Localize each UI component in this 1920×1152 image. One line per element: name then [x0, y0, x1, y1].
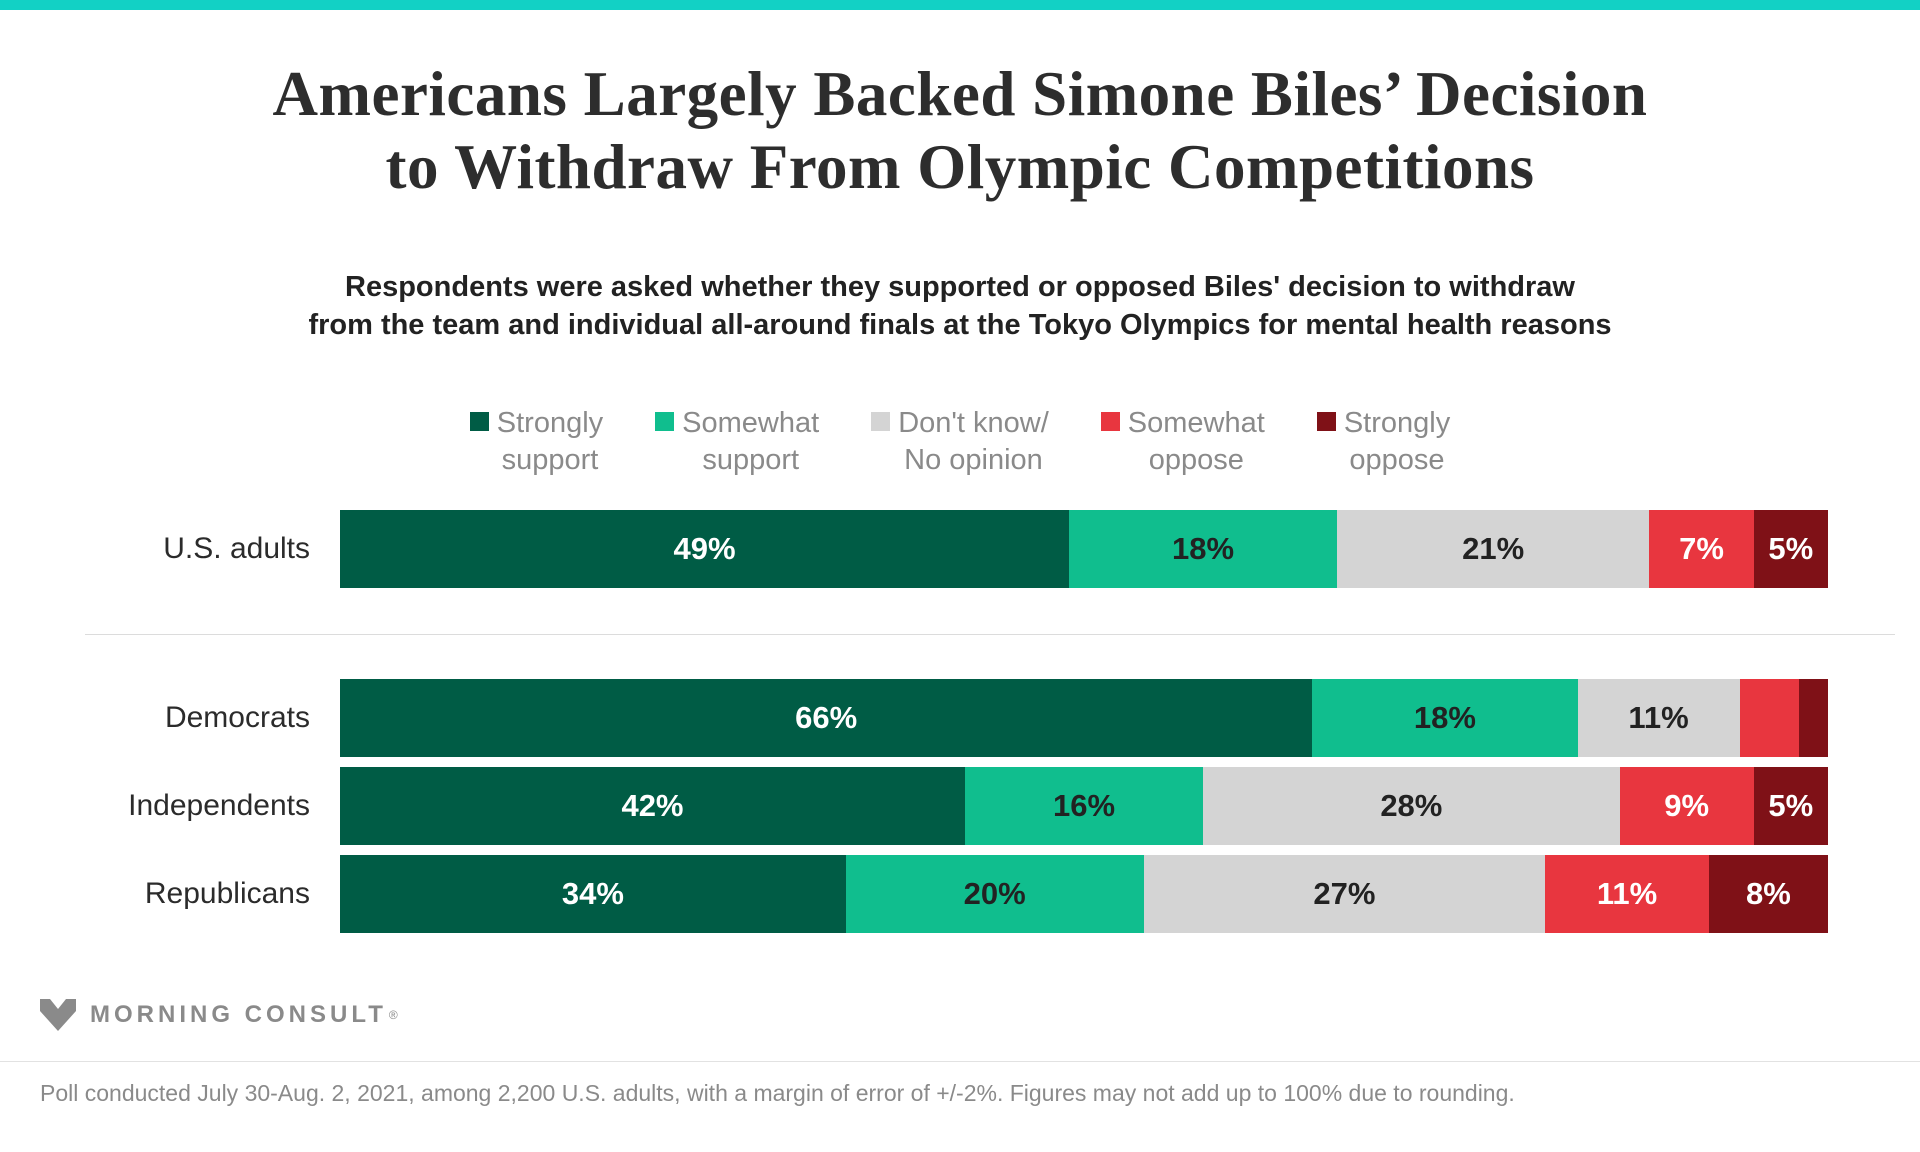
bar: 49% 18% 21% 7% 5%	[340, 510, 1828, 589]
bar-row-democrats: Democrats 66% 18% 11%	[0, 679, 1920, 758]
row-label: Democrats	[164, 701, 310, 735]
legend-label-line-1: Strongly	[496, 406, 604, 439]
segment-strongly-oppose: 5%	[1753, 510, 1828, 589]
page-title-line-2: to Withdraw From Olympic Competitions	[385, 132, 1535, 203]
bar-row-independents: Independents 42% 16% 28% 9% 5%	[0, 767, 1920, 846]
legend-label-line-2: support	[702, 444, 800, 477]
segment-strongly-support: 34%	[340, 855, 846, 934]
legend-label-line-2: No opinion	[904, 444, 1043, 477]
legend-label-line-1: Somewhat	[682, 406, 820, 439]
legend-label-strongly-oppose: Strongly oppose	[1344, 405, 1450, 480]
legend-label-dont-know: Don't know/No opinion	[898, 405, 1049, 480]
page-title-line-1: Americans Largely Backed Simone Biles’ D…	[272, 59, 1648, 129]
morning-consult-logo: MORNING CONSULT ®	[40, 999, 1920, 1032]
segment-strongly-support: 49%	[340, 510, 1070, 589]
legend-item-dont-know: Don't know/No opinion	[871, 405, 1049, 480]
bar: 34% 20% 27% 11% 8%	[340, 855, 1828, 934]
legend: Strongly support Somewhat support Don't know…	[0, 405, 1920, 480]
segment-somewhat-support: 20%	[845, 855, 1144, 934]
segment-strongly-oppose: 8%	[1708, 855, 1828, 934]
segment-somewhat-oppose: 9%	[1619, 767, 1754, 846]
segment-strongly-support: 42%	[340, 767, 965, 846]
legend-swatch-strongly-oppose-icon	[1316, 411, 1336, 431]
segment-strongly-oppose	[1798, 679, 1828, 758]
group-divider	[85, 634, 1895, 636]
segment-somewhat-support: 18%	[1069, 510, 1337, 589]
legend-label-line-1: Somewhat	[1127, 406, 1265, 439]
registered-trademark-icon: ®	[388, 1008, 398, 1023]
segment-somewhat-support: 16%	[964, 767, 1204, 846]
legend-item-strongly-oppose: Strongly oppose	[1316, 405, 1450, 480]
legend-label-line-2: support	[501, 444, 599, 477]
footnote-divider	[0, 1061, 1920, 1063]
row-label: Independents	[128, 789, 310, 823]
legend-label-strongly-support: Strongly support	[497, 405, 603, 480]
bar: 42% 16% 28% 9% 5%	[340, 767, 1828, 846]
bar: 66% 18% 11%	[340, 679, 1828, 758]
segment-dont-know: 11%	[1577, 679, 1740, 758]
chart-subtitle-line-2: from the team and individual all-around …	[308, 309, 1612, 342]
segment-strongly-support: 66%	[340, 679, 1313, 758]
legend-label-somewhat-support: Somewhat support	[682, 405, 819, 480]
legend-swatch-somewhat-oppose-icon	[1100, 411, 1120, 431]
legend-label-line-1: Strongly	[1343, 406, 1451, 439]
chart-subtitle: Respondents were asked whether they supp…	[0, 268, 1920, 345]
legend-item-somewhat-oppose: Somewhat oppose	[1100, 405, 1265, 480]
legend-item-strongly-support: Strongly support	[469, 405, 603, 480]
row-label: U.S. adults	[163, 532, 310, 566]
segment-dont-know: 21%	[1336, 510, 1650, 589]
segment-dont-know: 28%	[1203, 767, 1620, 846]
segment-somewhat-oppose	[1739, 679, 1799, 758]
row-label: Republicans	[144, 877, 310, 911]
segment-somewhat-oppose: 7%	[1649, 510, 1754, 589]
legend-swatch-somewhat-support-icon	[655, 411, 675, 431]
legend-swatch-strongly-support-icon	[469, 411, 489, 431]
bar-row-u-s-adults: U.S. adults 49% 18% 21% 7% 5%	[0, 510, 1920, 589]
legend-label-line-2: oppose	[1349, 444, 1445, 477]
bar-row-republicans: Republicans 34% 20% 27% 11% 8%	[0, 855, 1920, 934]
logo-text: MORNING CONSULT	[90, 1001, 387, 1029]
legend-label-line-1: Don't know/	[898, 406, 1049, 439]
segment-dont-know: 27%	[1143, 855, 1546, 934]
segment-somewhat-support: 18%	[1312, 679, 1578, 758]
legend-item-somewhat-support: Somewhat support	[655, 405, 819, 480]
segment-somewhat-oppose: 11%	[1545, 855, 1709, 934]
page-title: Americans Largely Backed Simone Biles’ D…	[0, 58, 1920, 204]
stacked-bar-chart: U.S. adults 49% 18% 21% 7% 5% Democrats 66% 18% 1…	[0, 510, 1920, 934]
segment-strongly-oppose: 5%	[1753, 767, 1828, 846]
chart-subtitle-line-1: Respondents were asked whether they supp…	[345, 271, 1575, 304]
morning-consult-m-icon	[40, 999, 76, 1032]
poll-footnote: Poll conducted July 30-Aug. 2, 2021, amo…	[40, 1080, 1515, 1107]
legend-label-somewhat-oppose: Somewhat oppose	[1128, 405, 1265, 480]
brand-accent-strip	[0, 0, 1920, 10]
legend-label-line-2: oppose	[1148, 444, 1244, 477]
legend-swatch-dont-know-icon	[871, 411, 891, 431]
